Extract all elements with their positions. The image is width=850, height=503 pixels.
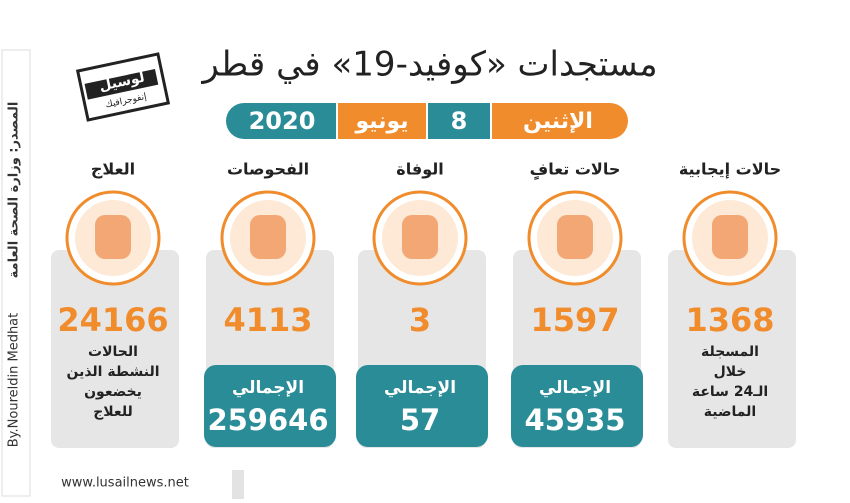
icon-shape — [557, 215, 593, 259]
column-label: الوفاة — [396, 160, 443, 179]
title: مستجدات «كوفيد-19» في قطر — [200, 45, 657, 85]
total: 259646 — [207, 403, 328, 437]
total-label: الإجمالي — [384, 378, 456, 398]
description-line: المسجلة — [701, 344, 759, 360]
author: By.Noureldin Medhat — [7, 313, 22, 447]
number: 3 — [409, 301, 431, 339]
stat-column: حالات إيجابية 1368 المسجلة خلال الـ24 ساعة ال… — [668, 160, 796, 448]
total: 45935 — [525, 403, 626, 437]
side-frame — [1, 49, 31, 497]
stat-column: الوفاة 3 الإجمالي 57 — [356, 160, 488, 448]
column-label: الفحوصات — [227, 160, 309, 179]
description-line: خلال — [714, 364, 747, 380]
description-line: للعلاج — [93, 404, 133, 420]
description-line: الحالات — [88, 344, 138, 360]
description-line: الـ24 ساعة — [692, 384, 768, 400]
source: المصدر: وزارة الصحة العامة — [7, 102, 22, 279]
stat-column: الفحوصات 4113 الإجمالي 259646 — [204, 160, 336, 448]
number: 24166 — [57, 301, 168, 339]
total-box — [204, 365, 336, 447]
date-month: يونيو — [354, 109, 408, 134]
icon-shape — [250, 215, 286, 259]
logo: لوسيل إنفوجرافيك — [75, 52, 171, 122]
date-year: 2020 — [249, 107, 316, 135]
column-label: العلاج — [91, 160, 135, 179]
date-bar: 2020 يونيو 8 الإثنين — [226, 103, 628, 139]
website: www.lusailnews.net — [61, 476, 189, 491]
total-box — [511, 365, 643, 447]
column-label: حالات تعافٍ — [530, 160, 621, 181]
footer-block — [232, 470, 244, 499]
icon-shape — [402, 215, 438, 259]
stat-column: حالات تعافٍ 1597 الإجمالي 45935 — [511, 160, 643, 448]
date-day: 8 — [451, 107, 468, 135]
description-line: الماضية — [704, 404, 756, 420]
icon-shape — [95, 215, 131, 259]
number: 4113 — [223, 301, 312, 339]
total-box — [356, 365, 488, 447]
description-line: يخضعون — [84, 384, 142, 400]
card — [51, 250, 179, 448]
icon-shape — [712, 215, 748, 259]
description-line: النشطة الذين — [66, 364, 159, 380]
total-label: الإجمالي — [539, 378, 611, 398]
total-label: الإجمالي — [232, 378, 304, 398]
stat-column: العلاج 24166 الحالات النشطة الذين يخضعون للعل… — [51, 160, 179, 448]
number: 1597 — [530, 301, 619, 339]
card — [668, 250, 796, 448]
total: 57 — [400, 403, 440, 437]
column-label: حالات إيجابية — [679, 160, 781, 179]
number: 1368 — [685, 301, 774, 339]
date-weekday: الإثنين — [523, 109, 593, 134]
